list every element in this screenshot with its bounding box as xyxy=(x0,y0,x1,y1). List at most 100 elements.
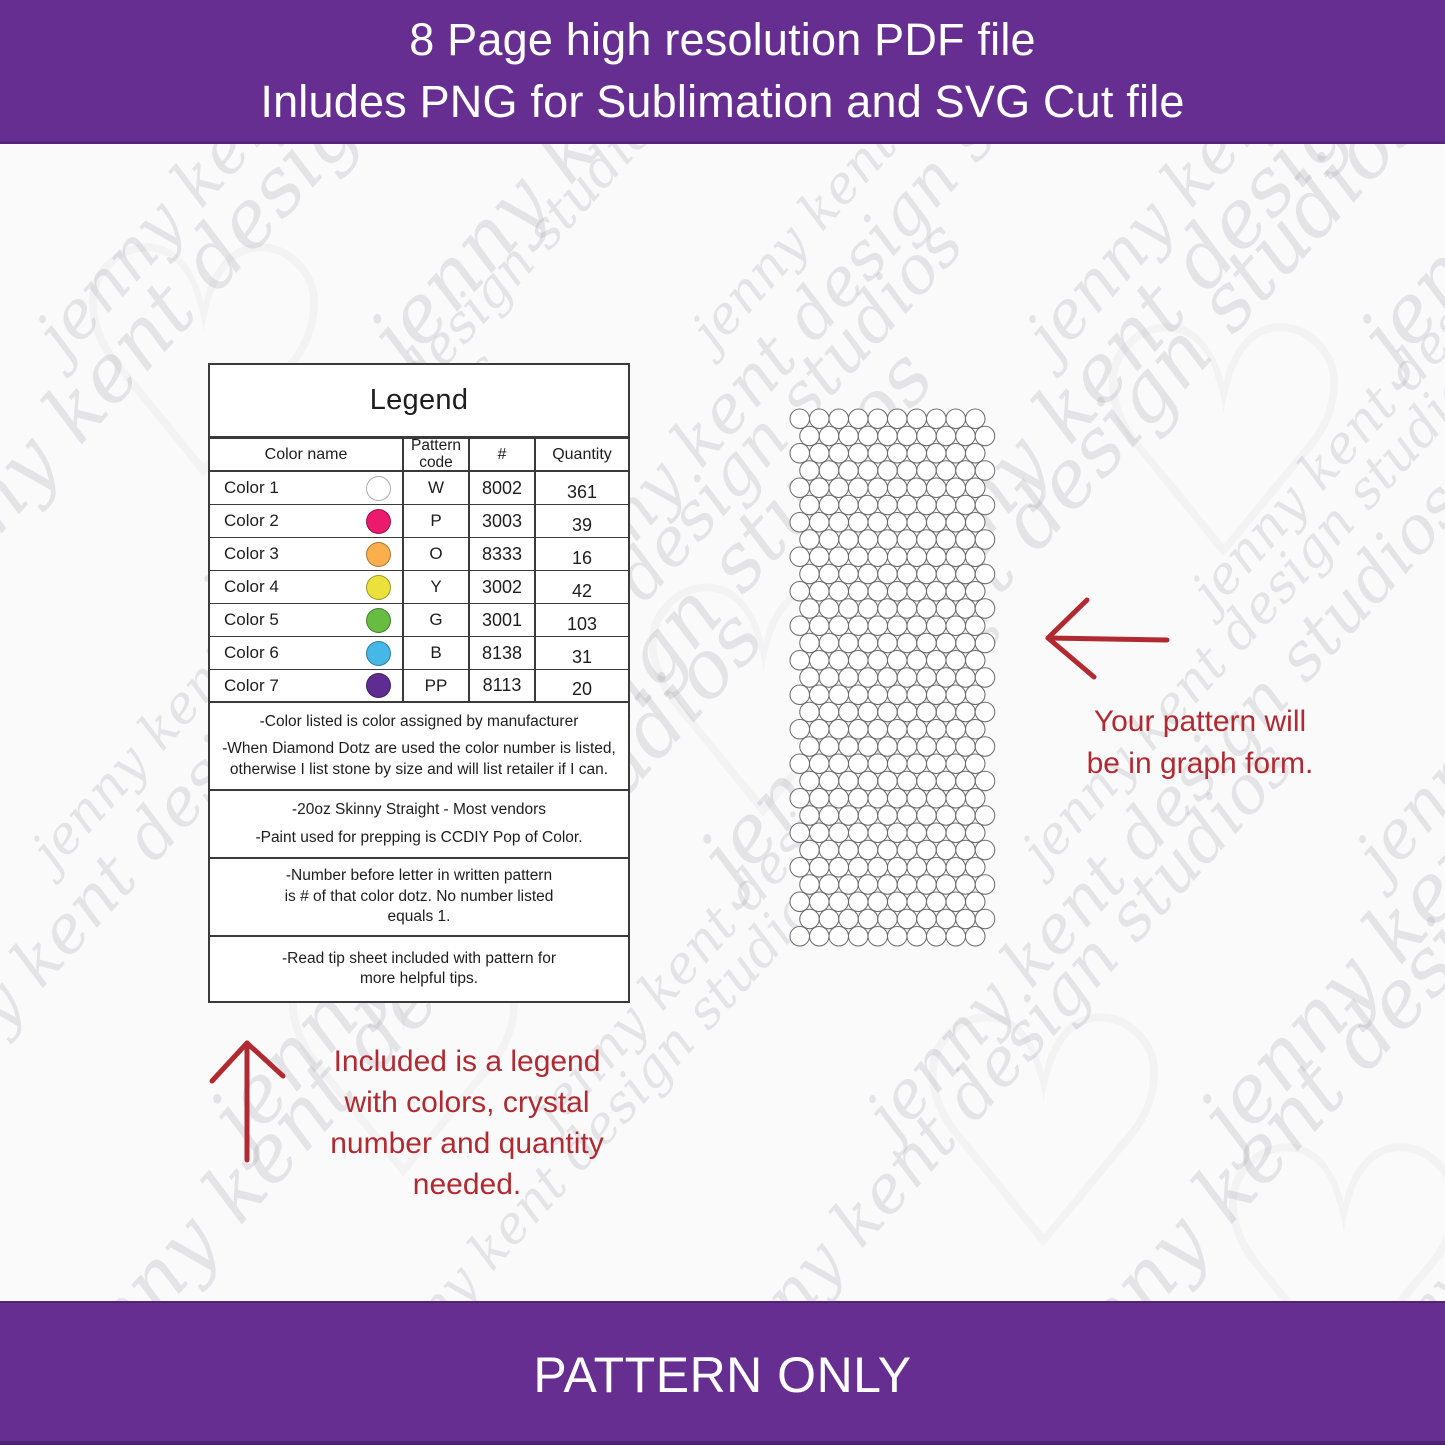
pattern-dot xyxy=(965,443,986,464)
pattern-dot xyxy=(867,546,888,567)
top-banner: 8 Page high resolution PDF file Inludes … xyxy=(0,0,1445,144)
pattern-dot xyxy=(828,615,849,636)
color-name-cell: Color 1 xyxy=(210,472,402,504)
pattern-dot xyxy=(799,460,820,481)
pattern-dot xyxy=(838,563,859,585)
pattern-dot xyxy=(877,529,898,550)
pattern-dot xyxy=(877,425,898,447)
pattern-dot xyxy=(916,598,937,619)
pattern-dot xyxy=(896,770,918,792)
pattern-dot xyxy=(887,857,908,878)
arrow-stroke xyxy=(1045,635,1097,680)
pattern-dot xyxy=(799,598,820,619)
pattern-dot xyxy=(838,874,859,895)
pattern-dot xyxy=(935,805,957,826)
pattern-dot xyxy=(916,425,937,447)
pattern-dot xyxy=(828,891,849,912)
pattern-dot xyxy=(818,460,840,481)
pattern-dot xyxy=(896,736,918,757)
pattern-dot xyxy=(896,598,918,619)
pattern-dot xyxy=(965,615,986,636)
pattern-dot xyxy=(828,546,849,567)
pattern-dot xyxy=(906,615,927,636)
pattern-dot xyxy=(857,494,879,516)
pattern-dot xyxy=(896,494,918,516)
number-cell: 8333 xyxy=(468,538,534,570)
legend-note-section: -Read tip sheet included with pattern fo… xyxy=(210,937,628,1001)
pattern-dot xyxy=(887,408,908,429)
pattern-dot xyxy=(935,874,957,895)
pattern-dot xyxy=(887,581,908,602)
pattern-dot xyxy=(916,839,937,861)
pattern-dot xyxy=(926,581,947,602)
pattern-dot xyxy=(887,719,908,740)
pattern-dot xyxy=(857,805,879,826)
pattern-dot xyxy=(974,529,996,550)
pattern-dot xyxy=(809,857,830,878)
pattern-dot xyxy=(906,650,927,671)
pattern-dot xyxy=(896,529,918,550)
pattern-dot xyxy=(877,874,898,895)
pattern-dot xyxy=(935,701,957,723)
pattern-dot xyxy=(809,719,830,740)
pattern-dot xyxy=(965,788,986,809)
pattern-dot xyxy=(818,839,840,861)
quantity-cell: 42 xyxy=(534,571,628,603)
arrow-up-icon xyxy=(209,1040,286,1163)
pattern-dot xyxy=(935,425,957,447)
legend-row: Color 2 P 3003 39 xyxy=(210,505,628,538)
pattern-dot xyxy=(955,667,976,688)
pattern-dot xyxy=(818,805,840,826)
column-header-pattern-code: Pattern code xyxy=(402,438,468,470)
pattern-dot xyxy=(965,926,986,947)
pattern-dot xyxy=(818,494,840,516)
pattern-dot xyxy=(906,581,927,602)
pattern-dot xyxy=(838,667,859,688)
pattern-dot xyxy=(945,719,966,740)
color-swatch xyxy=(366,475,391,501)
legend-row: Color 5 G 3001 103 xyxy=(210,604,628,637)
pattern-dot xyxy=(916,494,937,516)
pattern-dot xyxy=(838,632,859,654)
pattern-dot xyxy=(935,598,957,619)
pattern-dot xyxy=(896,874,918,895)
pattern-dot xyxy=(887,788,908,809)
pattern-dot xyxy=(974,632,996,654)
pattern-dot xyxy=(965,857,986,878)
number-cell: 3001 xyxy=(468,604,534,636)
quantity-cell: 103 xyxy=(534,604,628,636)
color-swatch xyxy=(366,541,391,567)
pattern-dot xyxy=(974,425,996,447)
arrow-stroke xyxy=(209,1040,250,1084)
watermark-text: jenny kent design studios xyxy=(1340,206,1445,892)
pattern-dot xyxy=(955,598,976,619)
pattern-code-cell: W xyxy=(402,472,468,504)
pattern-dot xyxy=(955,839,976,861)
pattern-dot xyxy=(935,494,957,516)
pattern-dot xyxy=(857,632,879,654)
pattern-dot xyxy=(955,494,976,516)
watermark-heart-icon: ♡ xyxy=(1080,260,1367,632)
pattern-dot xyxy=(857,529,879,550)
pattern-dot xyxy=(818,908,840,930)
pattern-dot xyxy=(809,408,830,429)
pattern-dot xyxy=(906,684,927,705)
legend-title: Legend xyxy=(210,365,628,439)
pattern-dot xyxy=(789,684,810,705)
bottom-banner-strip xyxy=(0,1441,1445,1445)
pattern-dot xyxy=(926,684,947,705)
pattern-dot xyxy=(809,443,830,464)
pattern-dot xyxy=(974,563,996,585)
pattern-dot xyxy=(955,529,976,550)
pattern-dot xyxy=(838,598,859,619)
pattern-dot xyxy=(828,684,849,705)
pattern-dot xyxy=(935,667,957,688)
bottom-banner-label: PATTERN ONLY xyxy=(533,1347,912,1403)
pattern-dot xyxy=(896,460,918,481)
pattern-dot xyxy=(799,736,820,757)
column-header-quantity: Quantity xyxy=(534,439,628,470)
pattern-dot xyxy=(877,839,898,861)
color-name-label: Color 7 xyxy=(224,675,279,695)
pattern-dot xyxy=(828,408,849,429)
color-name-cell: Color 5 xyxy=(210,604,402,636)
